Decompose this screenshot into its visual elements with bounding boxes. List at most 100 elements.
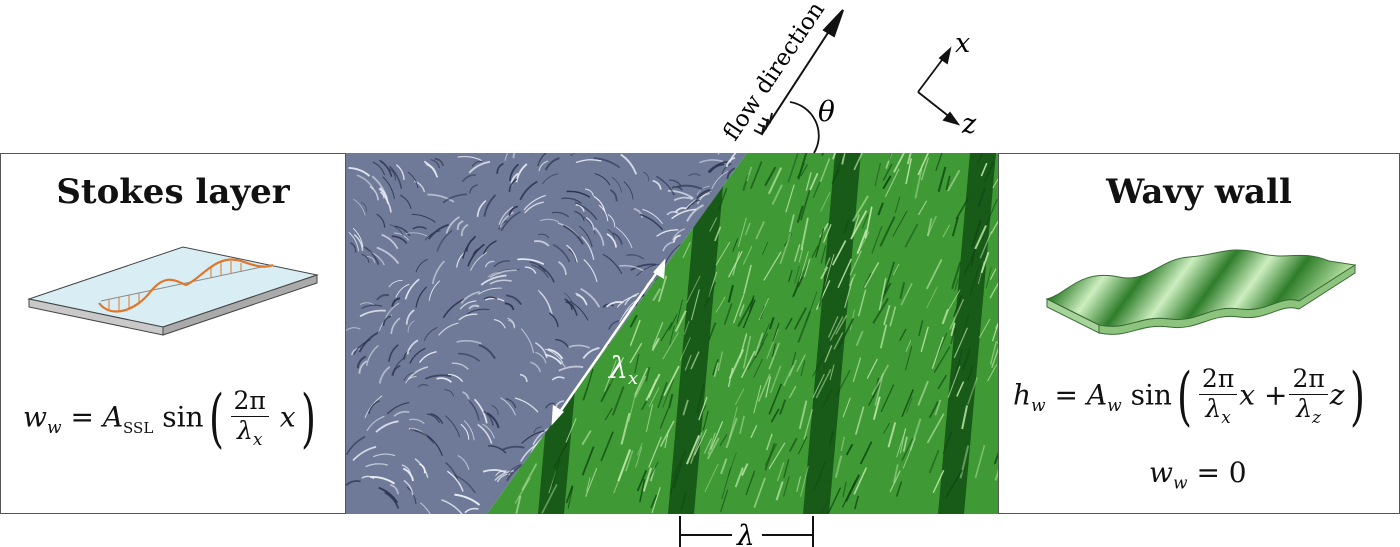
streak-line [942, 224, 951, 238]
streak-line [793, 307, 807, 330]
streak-line [500, 397, 516, 416]
streak-line [917, 200, 928, 216]
streak-line [734, 388, 745, 406]
streak-line [750, 425, 758, 439]
streak-line [673, 460, 683, 489]
streak-line [486, 412, 500, 429]
streak-line [853, 153, 868, 171]
streak-line [935, 153, 947, 172]
streak-line [842, 219, 850, 235]
streak-line [394, 225, 411, 237]
streak-line [438, 322, 459, 336]
streak-line [470, 252, 488, 271]
streak-line [541, 484, 558, 514]
streak-line [611, 176, 623, 193]
streak-line [448, 373, 464, 383]
streak-line [812, 353, 826, 377]
streak-line [764, 166, 777, 186]
streak-line [949, 298, 965, 330]
streak-line [725, 156, 736, 168]
streak-line [567, 486, 574, 509]
streak-line [947, 289, 961, 311]
streak-line [568, 344, 591, 349]
streak-line [379, 159, 393, 178]
streak-line [842, 481, 847, 498]
streak-line [727, 452, 737, 477]
streak-line [514, 477, 531, 504]
streak-line [346, 436, 366, 456]
lambda-label: λ [736, 519, 755, 547]
streak-line [796, 205, 804, 223]
streak-line [446, 470, 464, 492]
streak-line [690, 289, 700, 321]
streak-line [682, 399, 689, 416]
streak-line [390, 317, 401, 335]
streak-line [639, 478, 646, 503]
streak-line [426, 413, 441, 424]
streak-line [833, 332, 844, 350]
streak-line [855, 330, 864, 347]
streak-line [856, 229, 868, 255]
streak-line [629, 319, 641, 347]
streak-line [405, 309, 415, 325]
streak-line [852, 357, 862, 383]
streak-line [719, 433, 728, 447]
streak-line [797, 153, 809, 180]
streak-line [709, 217, 718, 232]
streak-line [851, 214, 860, 239]
streak-line [406, 339, 419, 355]
streak-line [779, 233, 792, 265]
streak-line [494, 469, 514, 482]
streak-line [598, 204, 609, 222]
streak-line [829, 364, 835, 381]
streak-line [696, 383, 705, 414]
streak-line [434, 157, 444, 167]
streak-line [762, 241, 769, 255]
streak-line [668, 314, 678, 331]
streak-line [521, 430, 545, 445]
streak-line [829, 316, 844, 341]
streak-line [657, 275, 668, 302]
stokes-layer-title: Stokes layer [56, 172, 290, 212]
streak-line [980, 162, 988, 177]
streak-line [582, 388, 588, 401]
streak-line [645, 404, 654, 432]
streak-line [871, 364, 890, 396]
streak-line [815, 228, 825, 258]
streak-line [738, 304, 745, 317]
streak-line [772, 343, 776, 357]
streak-line [609, 189, 618, 202]
streak-line [765, 433, 773, 451]
streak-line [671, 450, 687, 479]
streak-line [987, 364, 998, 382]
streak-line [880, 384, 895, 413]
streak-line [606, 233, 618, 248]
streak-line [690, 351, 700, 370]
streak-line [985, 267, 992, 289]
streak-line [728, 250, 743, 278]
streak-line [714, 226, 722, 242]
streak-line [361, 304, 383, 310]
streak-line [606, 301, 624, 308]
streak-line [800, 164, 808, 177]
streak-line [570, 153, 590, 156]
streak-line [388, 168, 396, 181]
streak-line [389, 224, 404, 237]
streak-line [942, 431, 953, 455]
streak-line [585, 468, 598, 498]
streak-line [602, 253, 623, 275]
streak-line [538, 160, 549, 172]
streak-line [920, 326, 929, 352]
streak-line [402, 467, 415, 482]
streak-line [753, 358, 764, 378]
streak-line [630, 263, 656, 271]
streak-line [454, 493, 481, 506]
streak-line [889, 470, 901, 493]
streak-line [401, 464, 412, 475]
streak-line [634, 353, 640, 374]
streak-line [889, 306, 897, 327]
streak-line [798, 400, 808, 429]
streak-line [742, 174, 750, 191]
streak-line [984, 199, 998, 228]
